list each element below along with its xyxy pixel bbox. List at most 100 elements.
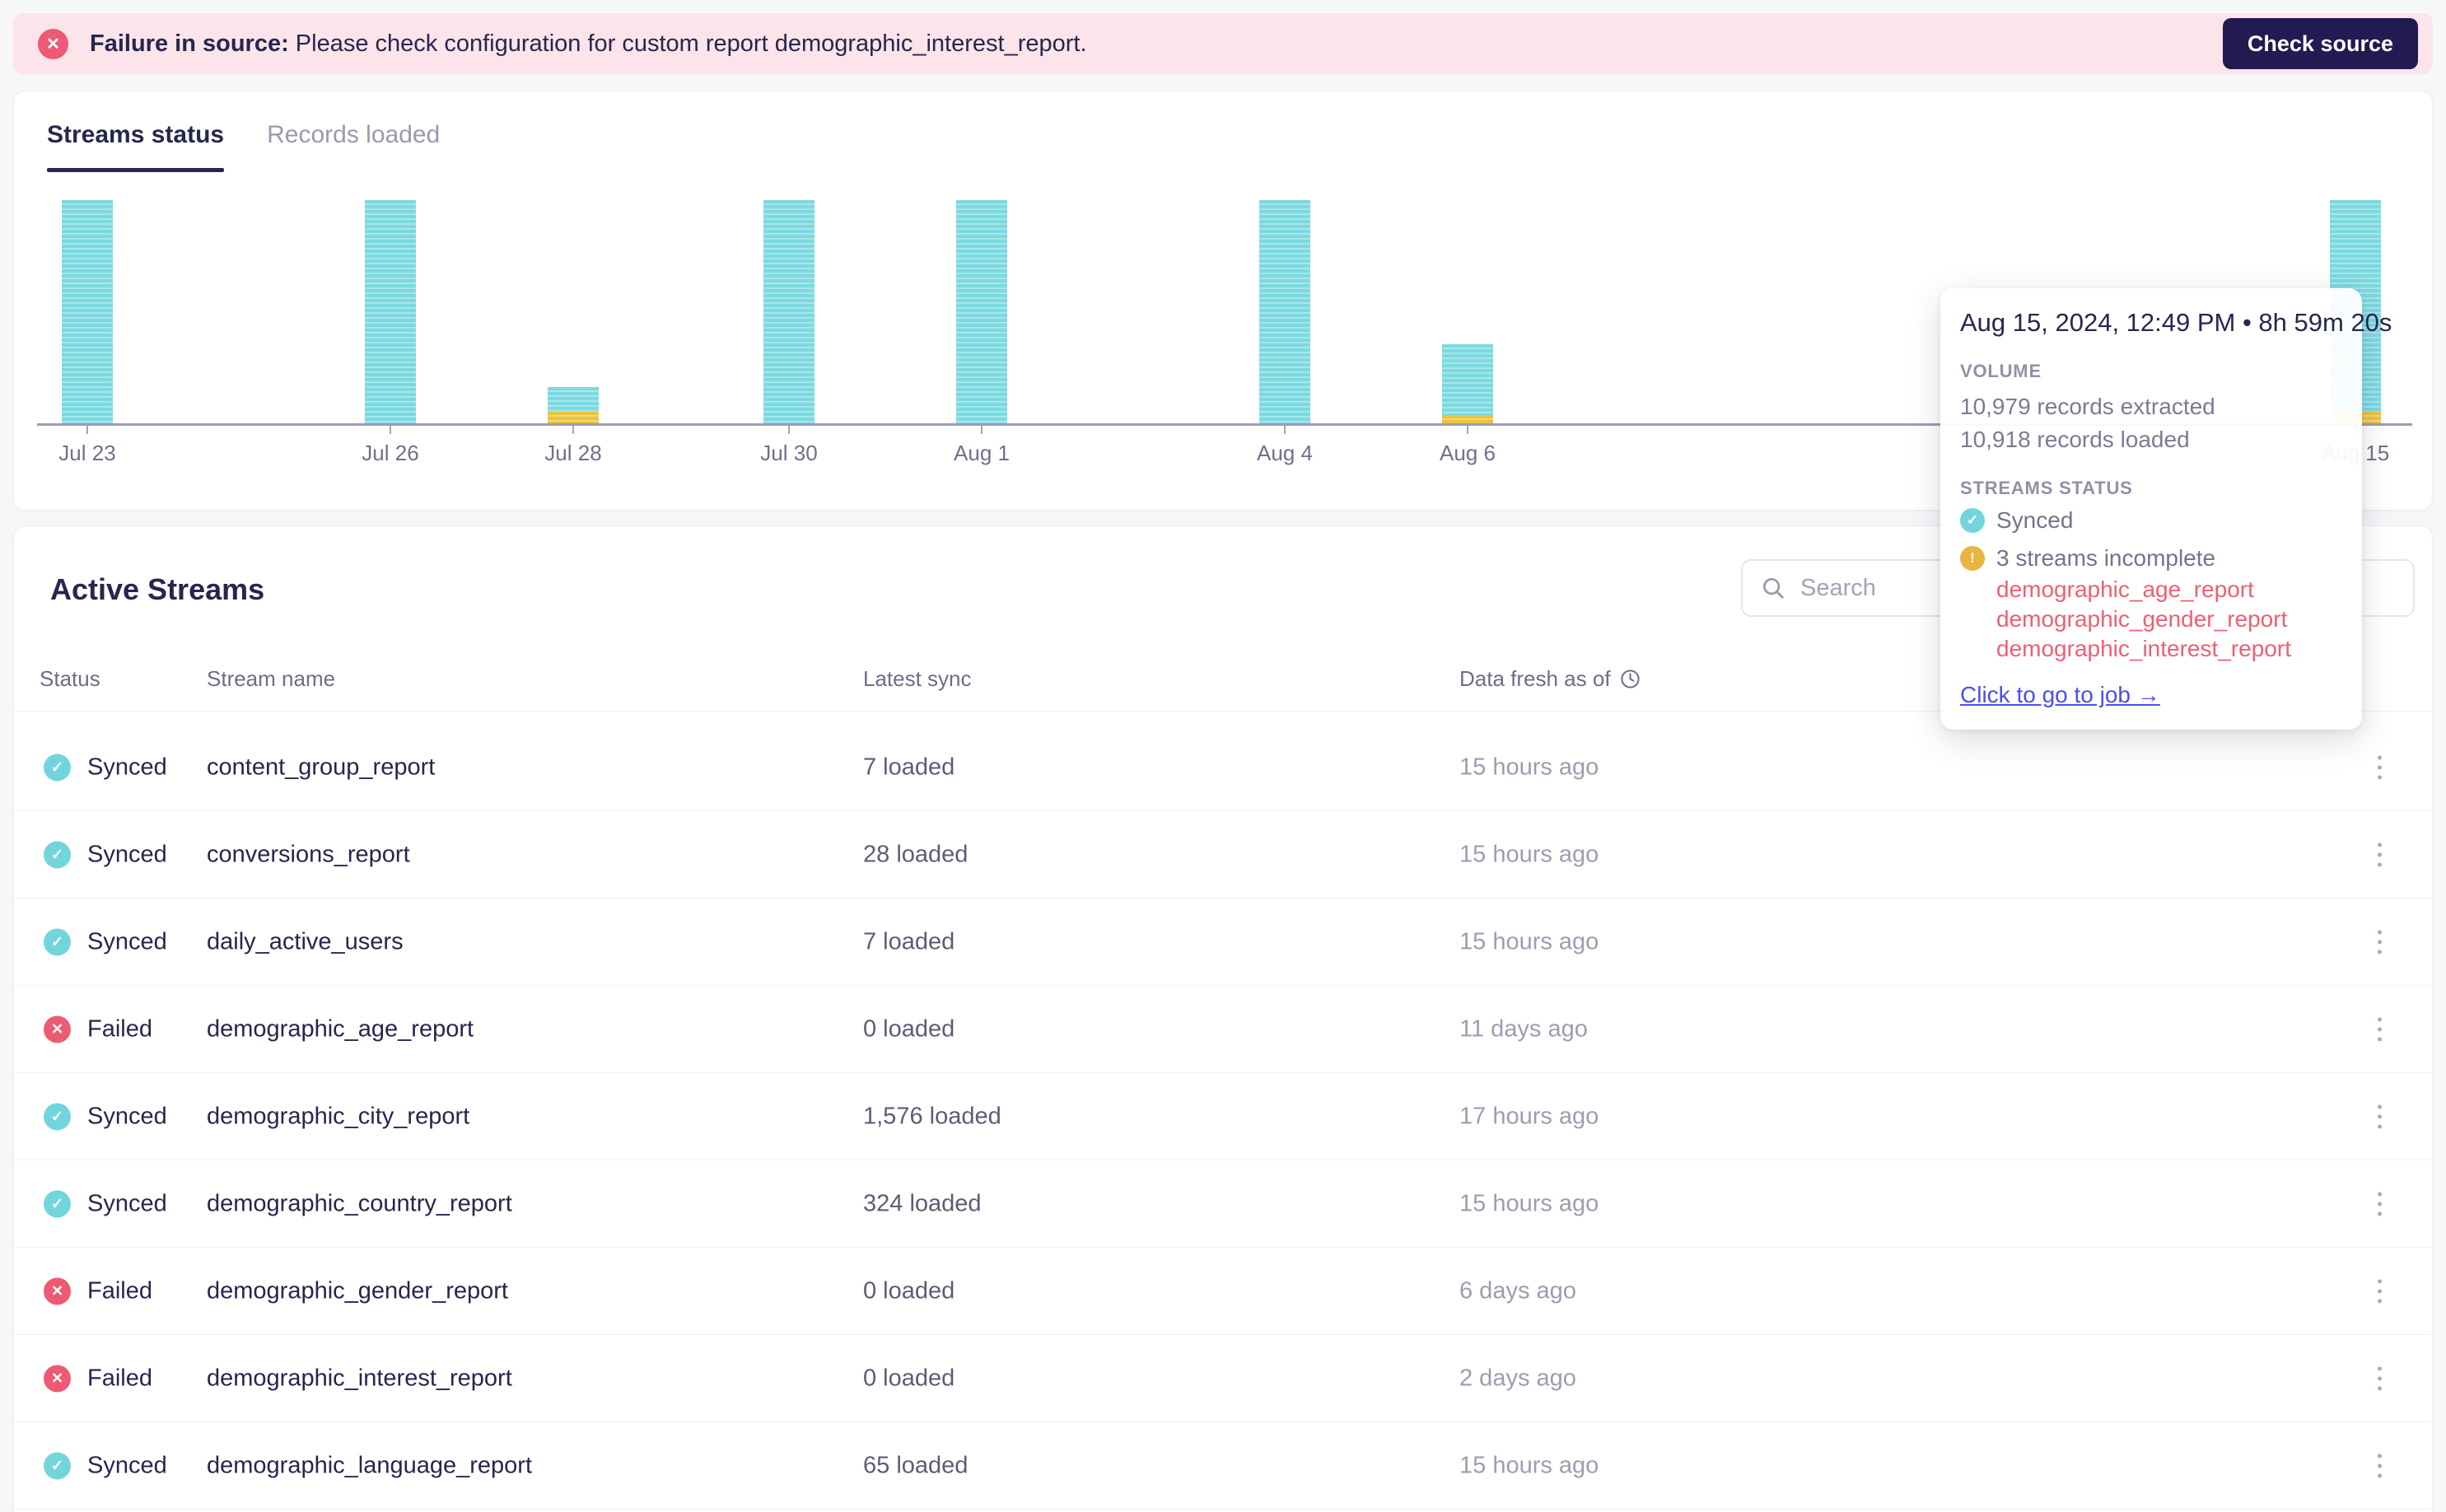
axis-tick: [788, 426, 790, 434]
data-fresh-value: 6 days ago: [1459, 1277, 1576, 1304]
go-to-job-link[interactable]: Click to go to job →: [1960, 682, 2160, 707]
axis-tick: [981, 426, 983, 434]
chart-bar-aug-4[interactable]: [1259, 200, 1310, 423]
table-row: ✕ Failed demographic_age_report 0 loaded 11 …: [14, 986, 2432, 1073]
row-menu-kebab-icon[interactable]: [2369, 1009, 2390, 1049]
column-header-data-fresh: Data fresh as of: [1459, 666, 1641, 692]
status-label: Synced: [87, 841, 167, 867]
synced-check-icon: ✓: [44, 841, 71, 868]
status-label: Failed: [87, 1015, 152, 1042]
bar-synced-segment: [763, 200, 815, 423]
table-row: ✓ Synced daily_active_users 7 loaded 15 hour…: [14, 898, 2432, 986]
tab-records-loaded[interactable]: Records loaded: [267, 121, 441, 148]
status-label: Failed: [87, 1365, 152, 1391]
data-fresh-value: 2 days ago: [1459, 1365, 1576, 1391]
stream-name: demographic_age_report: [207, 1015, 474, 1042]
failed-stream-link[interactable]: demographic_gender_report: [1996, 606, 2288, 632]
failed-x-icon: ✕: [44, 1277, 71, 1304]
failed-x-icon: ✕: [44, 1365, 71, 1392]
stream-name: demographic_country_report: [207, 1190, 512, 1216]
search-icon: [1763, 578, 1784, 599]
synced-check-icon: ✓: [44, 1452, 71, 1479]
axis-label: Jul 30: [760, 441, 818, 465]
chart-x-axis: [37, 423, 2412, 426]
axis-label: Jul 28: [544, 441, 602, 465]
clock-icon: [1620, 670, 1640, 688]
latest-sync-value: 1,576 loaded: [863, 1103, 1001, 1129]
synced-check-icon: ✓: [44, 754, 71, 781]
chart-bar-aug-1[interactable]: [956, 200, 1007, 423]
data-fresh-value: 15 hours ago: [1459, 1452, 1599, 1478]
tab-streams-status[interactable]: Streams status: [47, 121, 225, 172]
status-label: Synced: [87, 1190, 167, 1216]
sync-history-chart: Jul 23 Jul 26 Jul 28 Jul 30 Aug 1 Aug 4 Aug 6 A…: [14, 91, 2432, 510]
row-menu-kebab-icon[interactable]: [2369, 1358, 2390, 1398]
axis-tick: [86, 426, 88, 434]
chart-bar-jul-23[interactable]: [62, 200, 113, 423]
stream-name: content_group_report: [207, 754, 436, 780]
row-menu-kebab-icon[interactable]: [2369, 834, 2390, 875]
banner-message: Failure in source: Please check configur…: [90, 30, 1087, 58]
chart-tabs: Streams status Records loaded: [47, 121, 440, 172]
row-menu-kebab-icon[interactable]: [2369, 1271, 2390, 1311]
latest-sync-value: 7 loaded: [863, 928, 955, 954]
axis-tick: [390, 426, 391, 434]
axis-label: Jul 26: [362, 441, 419, 465]
check-source-button[interactable]: Check source: [2222, 18, 2418, 69]
stream-name: demographic_gender_report: [207, 1277, 508, 1304]
chart-bar-jul-26[interactable]: [365, 200, 416, 423]
table-header: Status Stream name Latest sync Data fres…: [14, 666, 2432, 711]
failed-stream-link[interactable]: demographic_interest_report: [1996, 636, 2291, 661]
latest-sync-value: 28 loaded: [863, 841, 969, 867]
latest-sync-value: 0 loaded: [863, 1365, 955, 1391]
latest-sync-value: 0 loaded: [863, 1277, 955, 1304]
bar-synced-segment: [548, 387, 599, 412]
table-row: ✕ Failed demographic_gender_report 0 loaded…: [14, 1248, 2432, 1335]
sync-tooltip: Aug 15, 2024, 12:49 PM • 8h 59m 20s VOLU…: [1940, 288, 2392, 730]
axis-label: Jul 23: [58, 441, 116, 465]
table-row: ✓ Synced content_group_report 7 loaded 15 ho…: [14, 724, 2432, 811]
data-fresh-value: 15 hours ago: [1459, 928, 1599, 954]
chart-bar-aug-6[interactable]: [1442, 344, 1493, 423]
warning-icon: !: [1960, 546, 1985, 571]
row-menu-kebab-icon[interactable]: [2369, 747, 2390, 787]
bar-synced-segment: [1442, 344, 1493, 415]
column-header-data-fresh-label: Data fresh as of: [1459, 666, 1611, 691]
tooltip-synced-label: Synced: [1996, 507, 2074, 533]
chart-bar-jul-28[interactable]: [548, 387, 599, 423]
tooltip-records-extracted: 10,979 records extracted: [1960, 394, 2215, 419]
axis-tick: [572, 426, 574, 434]
column-header-latest-sync: Latest sync: [863, 666, 972, 691]
axis-label: Aug 4: [1257, 441, 1313, 465]
failed-stream-link[interactable]: demographic_age_report: [1996, 576, 2254, 602]
row-menu-kebab-icon[interactable]: [2369, 1183, 2390, 1224]
failure-banner: ✕ Failure in source: Please check config…: [13, 13, 2433, 74]
chart-bar-jul-30[interactable]: [763, 200, 815, 423]
bar-synced-segment: [365, 200, 416, 423]
table-row: ✓ Synced demographic_language_report 65 loa…: [14, 1422, 2432, 1510]
row-menu-kebab-icon[interactable]: [2369, 922, 2390, 962]
stream-name: daily_active_users: [207, 928, 404, 954]
failed-x-icon: ✕: [44, 1015, 71, 1043]
tooltip-volume-label: VOLUME: [1960, 361, 2042, 381]
tooltip-incomplete-label: 3 streams incomplete: [1996, 545, 2216, 571]
column-header-status: Status: [40, 666, 100, 691]
axis-label: Aug 1: [954, 441, 1010, 465]
axis-tick: [1467, 426, 1468, 434]
status-label: Synced: [87, 1103, 167, 1129]
axis-label: Aug 6: [1440, 441, 1496, 465]
synced-check-icon: ✓: [1960, 508, 1985, 533]
banner-message-bold: Failure in source:: [90, 30, 289, 57]
row-menu-kebab-icon[interactable]: [2369, 1096, 2390, 1136]
row-menu-kebab-icon[interactable]: [2369, 1445, 2390, 1486]
table-row: ✓ Synced demographic_country_report 324 loa…: [14, 1160, 2432, 1248]
status-label: Failed: [87, 1277, 152, 1304]
table-row: ✓ Synced demographic_city_report 1,576 load…: [14, 1073, 2432, 1160]
bar-synced-segment: [1259, 200, 1310, 423]
error-circle-icon: ✕: [38, 28, 68, 59]
status-label: Synced: [87, 1452, 167, 1478]
tooltip-streams-status-label: STREAMS STATUS: [1960, 478, 2133, 498]
latest-sync-value: 324 loaded: [863, 1190, 982, 1216]
column-header-stream-name: Stream name: [207, 666, 336, 691]
synced-check-icon: ✓: [44, 928, 71, 955]
